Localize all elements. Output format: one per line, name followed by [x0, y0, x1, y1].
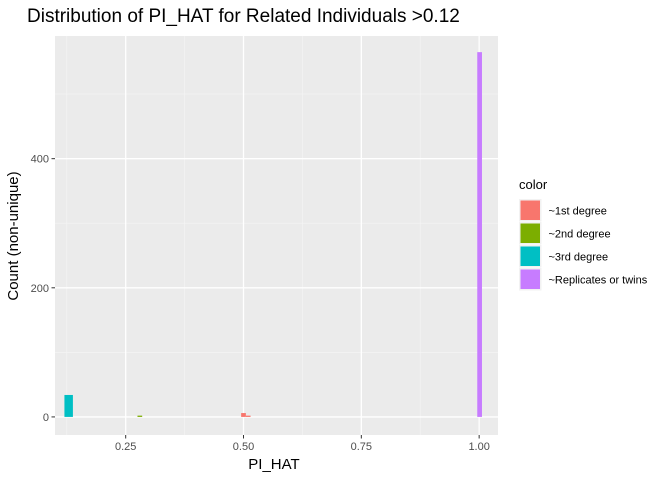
histogram-bar [245, 415, 251, 417]
legend-label: ~3rd degree [549, 251, 609, 263]
y-tick-label: 0 [43, 412, 49, 424]
y-axis: 0 200 400 [31, 154, 55, 424]
histogram-bar [241, 413, 246, 417]
histogram-bar [64, 394, 73, 417]
bars [64, 52, 482, 417]
x-tick-label: 1.00 [468, 441, 489, 453]
legend-label: ~1st degree [549, 205, 607, 217]
x-tick-label: 0.25 [115, 441, 136, 453]
chart-title: Distribution of PI_HAT for Related Indiv… [27, 6, 460, 27]
grid-minor [55, 36, 498, 435]
y-tick-label: 400 [31, 154, 49, 166]
y-tick-label: 200 [31, 283, 49, 295]
histogram-bar [477, 52, 482, 417]
histogram-bar [137, 415, 143, 417]
plot-panel [55, 36, 498, 435]
x-axis: 0.25 0.50 0.75 1.00 [115, 435, 490, 453]
legend-key-swatch [520, 223, 540, 243]
legend-title: color [519, 177, 548, 192]
x-tick-label: 0.50 [233, 441, 254, 453]
legend-label: ~Replicates or twins [549, 274, 648, 286]
y-axis-title: Count (non-unique) [5, 171, 22, 300]
legend: color ~1st degree ~2nd degree ~3rd degree ~… [519, 177, 648, 291]
legend-key-swatch [520, 200, 540, 220]
x-tick-label: 0.75 [351, 441, 372, 453]
legend-label: ~2nd degree [549, 228, 611, 240]
legend-key-swatch [520, 269, 540, 289]
x-axis-title: PI_HAT [248, 456, 299, 473]
legend-key-swatch [520, 246, 540, 266]
